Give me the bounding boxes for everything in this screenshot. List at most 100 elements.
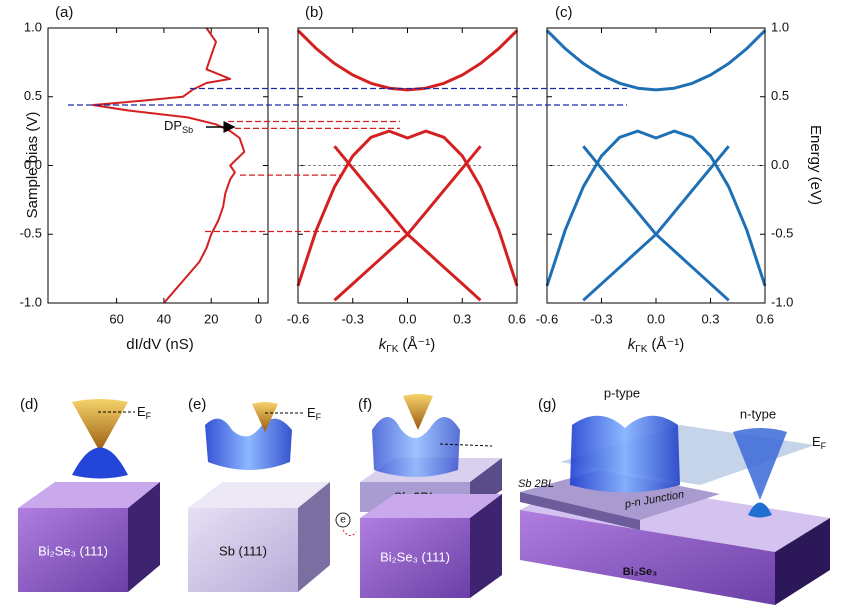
- slab-top: [18, 482, 160, 508]
- panel-label: (f): [358, 396, 372, 413]
- ef-label: EF: [307, 405, 322, 422]
- cone: [403, 394, 433, 430]
- x-tick-label: -0.6: [287, 311, 309, 326]
- slab-top: [360, 494, 502, 518]
- x-tick-label: 0.6: [756, 311, 774, 326]
- x-tick-label: -0.3: [590, 311, 612, 326]
- y-tick-label: 1.0: [771, 19, 789, 34]
- p-type-label: p-type: [604, 385, 640, 400]
- x-tick-label: 0.0: [398, 311, 416, 326]
- data-line: [91, 27, 246, 304]
- slab-top: [188, 482, 330, 508]
- schematic-f: (f) Sb 2BL Bi₂Se₃ (111) e: [335, 394, 502, 598]
- k-sub: ΓK: [386, 344, 399, 355]
- annotation-sub: Sb: [182, 125, 193, 135]
- x-axis-label: kΓK (Å⁻¹): [379, 336, 436, 355]
- slab-front: [18, 508, 128, 592]
- slab-side: [298, 482, 330, 592]
- slab-side: [775, 518, 830, 605]
- charts: 60 40 20 0 -1.0 -0.5 0.0 0.5 1.0 -0.6 -0.3 0.0 0.3 0.…: [20, 19, 794, 326]
- ef: E: [307, 405, 316, 420]
- y-tick-label: -1.0: [771, 294, 793, 309]
- substrate-label: Sb (111): [219, 543, 267, 558]
- x-tick-label: -0.6: [536, 311, 558, 326]
- y-tick-label: -1.0: [20, 294, 42, 309]
- x-tick-label: 0.0: [647, 311, 665, 326]
- data-line: [545, 29, 767, 92]
- n-type-cone: [733, 428, 787, 500]
- ef-label: EF: [812, 434, 827, 451]
- substrate-label: Bi₂Se₃ (111): [380, 549, 450, 564]
- x-tick-label: 0: [255, 311, 262, 326]
- x-tick-label: 0.6: [508, 311, 526, 326]
- fermi-line: [439, 443, 493, 447]
- dome: [72, 447, 128, 479]
- plot-frame: [546, 27, 766, 304]
- annotation-text: DP: [164, 118, 182, 133]
- x-tick-label: 40: [157, 311, 171, 326]
- k-unit: (Å⁻¹): [651, 336, 684, 353]
- n-type-dome: [748, 502, 772, 518]
- y-tick-label: 0.5: [771, 88, 789, 103]
- y-tick-label: 0.0: [24, 157, 42, 172]
- panel-label: (e): [188, 396, 206, 413]
- panel-label: (c): [555, 4, 573, 21]
- x-tick-label: -0.3: [342, 311, 364, 326]
- k-symbol: k: [628, 336, 637, 353]
- x-tick-label: 60: [109, 311, 123, 326]
- k-sub: ΓK: [635, 344, 648, 355]
- data-line: [582, 145, 730, 236]
- band-surface: [372, 416, 460, 477]
- annotation: DPSb: [164, 118, 193, 135]
- film-label: Sb 2BL: [518, 478, 554, 490]
- panel-label: (a): [55, 4, 73, 21]
- substrate-label: Bi₂Se₃: [623, 566, 657, 578]
- slab-side: [128, 482, 160, 592]
- ef-label: EF: [137, 404, 152, 421]
- panel-label: (d): [20, 396, 38, 413]
- data-line: [333, 232, 482, 302]
- data-line: [333, 145, 482, 236]
- cone: [252, 402, 278, 432]
- ef: E: [812, 434, 821, 449]
- data-line: [296, 129, 519, 287]
- data-line: [582, 232, 730, 302]
- x-tick-label: 20: [204, 311, 218, 326]
- panel-label: (b): [305, 4, 323, 21]
- k-symbol: k: [379, 336, 388, 353]
- y-axis-label: Sample bias (V): [24, 112, 41, 219]
- n-type-label: n-type: [740, 406, 776, 421]
- plot-frame: [47, 27, 269, 304]
- ef-sub: F: [316, 412, 322, 422]
- y-tick-label: 0.5: [24, 88, 42, 103]
- y-tick-label: -0.5: [20, 226, 42, 241]
- data-line: [545, 129, 767, 287]
- electron-label: e: [340, 515, 346, 526]
- ef-sub: F: [821, 441, 827, 451]
- cone: [72, 399, 128, 452]
- slab-side: [470, 494, 502, 598]
- x-axis-label: dI/dV (nS): [126, 336, 194, 353]
- schematic-g: (g) Bi₂Se₃ Sb 2BL p-n Junction p-type n-…: [518, 385, 830, 605]
- slab-front: [188, 508, 298, 592]
- film-top: [520, 470, 720, 520]
- schematic-e: (e) Sb (111) EF: [188, 396, 330, 592]
- x-tick-label: 0.3: [701, 311, 719, 326]
- y-tick-label: -0.5: [771, 226, 793, 241]
- plot-frame: [297, 27, 518, 304]
- transfer-arrow: [342, 529, 357, 536]
- y-axis-label: Energy (eV): [807, 125, 824, 205]
- schematic-d: (d) Bi₂Se₃ (111) EF: [18, 396, 160, 592]
- substrate-label: Bi₂Se₃ (111): [38, 543, 108, 558]
- slab-front: [360, 518, 470, 598]
- panel-label: (g): [538, 396, 556, 413]
- k-unit: (Å⁻¹): [402, 336, 435, 353]
- slab-front: [520, 510, 775, 605]
- film-front: [520, 492, 640, 530]
- ef: E: [137, 404, 146, 419]
- x-tick-label: 0.3: [453, 311, 471, 326]
- y-tick-label: 1.0: [24, 19, 42, 34]
- x-axis-label: kΓK (Å⁻¹): [628, 336, 685, 355]
